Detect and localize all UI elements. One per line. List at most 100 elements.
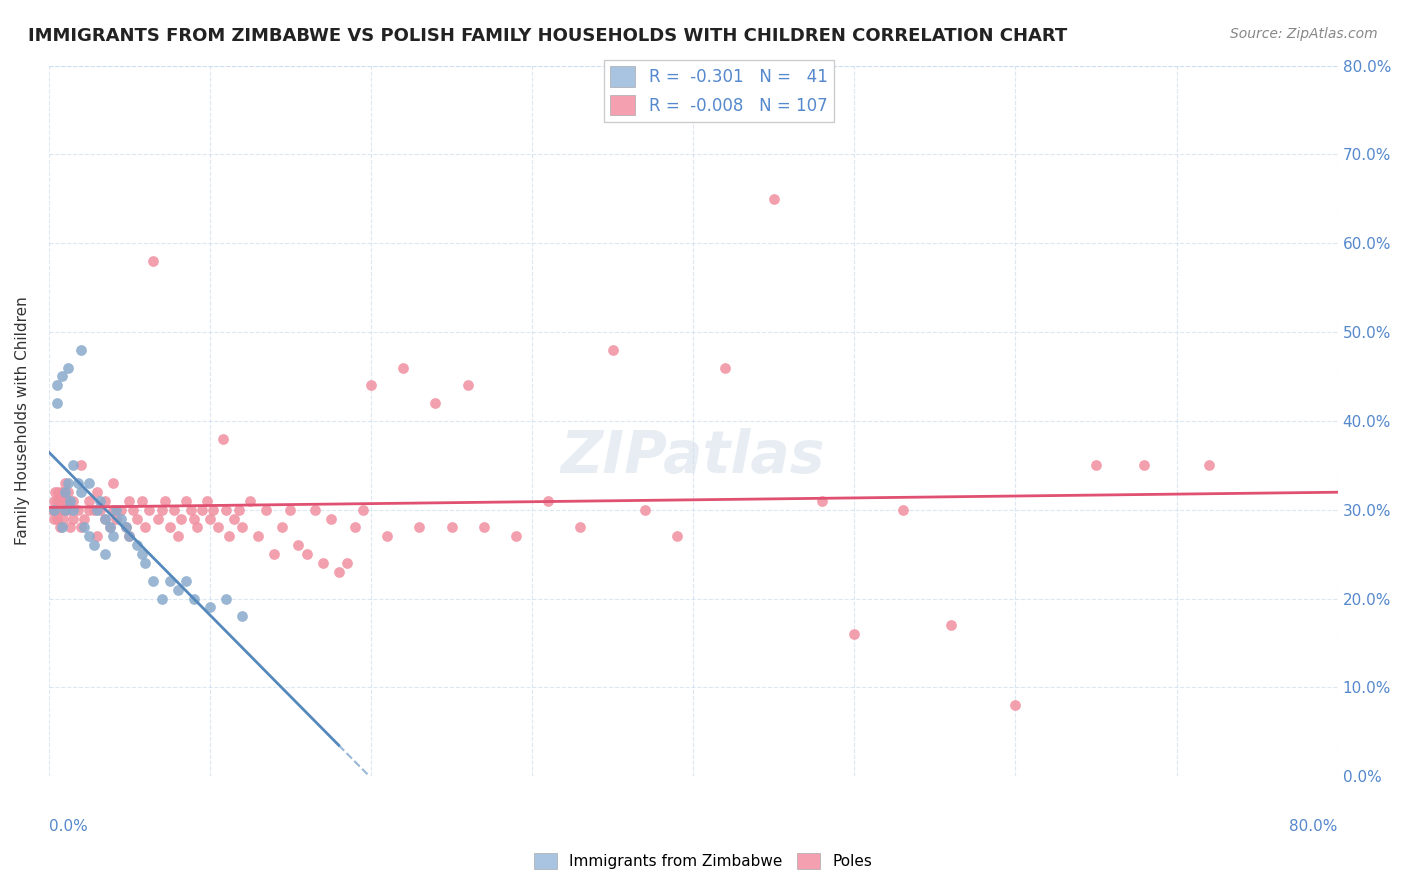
Point xyxy=(166,582,188,597)
Point xyxy=(41,502,63,516)
Point xyxy=(198,511,221,525)
Point xyxy=(83,502,105,516)
Point xyxy=(239,493,262,508)
Point xyxy=(70,520,93,534)
Point xyxy=(228,502,250,516)
Point xyxy=(42,502,65,516)
Point xyxy=(62,511,84,525)
Point xyxy=(105,511,128,525)
Point xyxy=(48,502,70,516)
Point xyxy=(134,556,156,570)
Point xyxy=(1133,458,1156,473)
Point xyxy=(118,529,141,543)
Point xyxy=(666,529,689,543)
Point xyxy=(207,520,229,534)
Point xyxy=(231,609,253,624)
Point xyxy=(66,502,89,516)
Point xyxy=(89,502,111,516)
Point xyxy=(1004,698,1026,713)
Point xyxy=(103,529,125,543)
Point xyxy=(304,502,326,516)
Point xyxy=(142,254,165,268)
Point xyxy=(131,493,153,508)
Point xyxy=(183,591,205,606)
Point xyxy=(42,493,65,508)
Point xyxy=(59,493,82,508)
Point xyxy=(51,369,73,384)
Text: ZIPatlas: ZIPatlas xyxy=(561,428,825,485)
Point xyxy=(153,493,176,508)
Point xyxy=(77,502,100,516)
Point xyxy=(311,556,333,570)
Point xyxy=(77,476,100,491)
Point xyxy=(70,458,93,473)
Point xyxy=(105,502,128,516)
Point xyxy=(131,547,153,561)
Point xyxy=(73,511,96,525)
Point xyxy=(98,520,121,534)
Point xyxy=(319,511,342,525)
Point xyxy=(215,502,238,516)
Point xyxy=(73,520,96,534)
Point xyxy=(127,511,149,525)
Point xyxy=(811,493,834,508)
Point xyxy=(45,378,67,392)
Point xyxy=(174,493,197,508)
Point xyxy=(86,485,108,500)
Point xyxy=(94,511,117,525)
Text: 0.0%: 0.0% xyxy=(49,819,87,834)
Point xyxy=(59,520,82,534)
Point xyxy=(56,485,79,500)
Point xyxy=(121,502,143,516)
Point xyxy=(103,476,125,491)
Point xyxy=(328,565,350,579)
Point xyxy=(392,360,415,375)
Point xyxy=(343,520,366,534)
Point xyxy=(569,520,592,534)
Point xyxy=(202,502,225,516)
Point xyxy=(295,547,318,561)
Point xyxy=(150,591,173,606)
Point xyxy=(70,343,93,357)
Point xyxy=(86,502,108,516)
Point xyxy=(45,493,67,508)
Point xyxy=(186,520,208,534)
Point xyxy=(66,476,89,491)
Point xyxy=(215,591,238,606)
Point xyxy=(163,502,186,516)
Point xyxy=(77,493,100,508)
Point xyxy=(127,538,149,552)
Point xyxy=(70,485,93,500)
Point xyxy=(150,502,173,516)
Point xyxy=(360,378,382,392)
Point xyxy=(174,574,197,588)
Point xyxy=(83,538,105,552)
Text: 80.0%: 80.0% xyxy=(1289,819,1337,834)
Point xyxy=(634,502,657,516)
Point xyxy=(42,511,65,525)
Point xyxy=(89,493,111,508)
Point xyxy=(62,493,84,508)
Point xyxy=(714,360,737,375)
Point xyxy=(844,627,866,641)
Point xyxy=(1198,458,1220,473)
Point xyxy=(247,529,270,543)
Point xyxy=(159,574,181,588)
Point xyxy=(231,520,253,534)
Point xyxy=(352,502,374,516)
Point xyxy=(263,547,285,561)
Point xyxy=(195,493,218,508)
Point xyxy=(142,574,165,588)
Point xyxy=(166,529,188,543)
Point xyxy=(408,520,430,534)
Point xyxy=(191,502,214,516)
Point xyxy=(280,502,302,516)
Point xyxy=(45,511,67,525)
Point xyxy=(602,343,624,357)
Point xyxy=(375,529,398,543)
Point xyxy=(425,396,447,410)
Point xyxy=(51,520,73,534)
Point xyxy=(103,502,125,516)
Point xyxy=(94,493,117,508)
Point xyxy=(49,520,72,534)
